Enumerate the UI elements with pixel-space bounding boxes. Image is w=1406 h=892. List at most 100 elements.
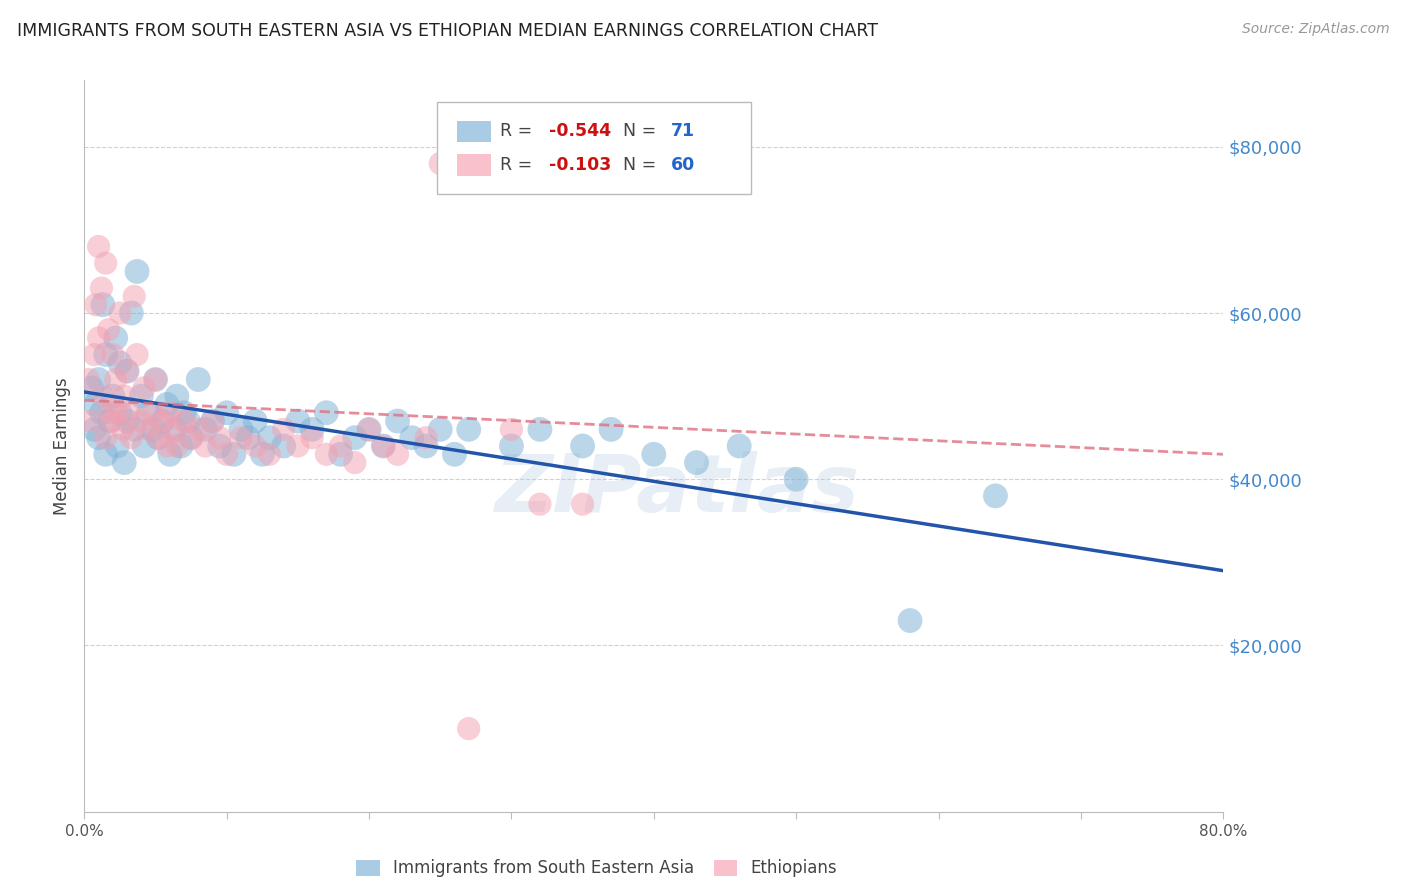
Point	[101, 389, 124, 403]
Point	[329, 439, 352, 453]
Point	[142, 406, 165, 420]
Point	[77, 372, 100, 386]
Point	[94, 431, 117, 445]
Point	[148, 431, 170, 445]
Point	[108, 406, 131, 420]
Point	[359, 422, 381, 436]
Point	[125, 264, 148, 278]
Point	[315, 406, 337, 420]
Point	[101, 347, 124, 362]
Point	[643, 447, 665, 461]
Point	[115, 364, 138, 378]
Point	[122, 422, 145, 436]
Point	[142, 422, 165, 436]
Point	[90, 281, 112, 295]
Point	[173, 406, 195, 420]
Point	[112, 389, 135, 403]
Point	[359, 422, 381, 436]
Point	[87, 331, 110, 345]
Point	[415, 431, 437, 445]
Point	[180, 431, 202, 445]
FancyBboxPatch shape	[457, 154, 491, 176]
Point	[343, 431, 366, 445]
Point	[457, 722, 479, 736]
Point	[97, 323, 120, 337]
Point	[108, 356, 131, 370]
Point	[177, 414, 200, 428]
Point	[785, 472, 807, 486]
Point	[163, 422, 186, 436]
Point	[111, 422, 134, 436]
Point	[387, 447, 409, 461]
Point	[134, 381, 156, 395]
Point	[138, 422, 160, 436]
Point	[373, 439, 395, 453]
Point	[98, 406, 121, 420]
Point	[163, 422, 186, 436]
Point	[125, 347, 148, 362]
Point	[152, 414, 174, 428]
Point	[131, 414, 153, 428]
Point	[104, 331, 127, 345]
Text: 60: 60	[671, 156, 695, 174]
Point	[571, 439, 593, 453]
Point	[84, 397, 107, 411]
Text: -0.103: -0.103	[548, 156, 612, 174]
Point	[373, 439, 395, 453]
Point	[236, 431, 259, 445]
Text: IMMIGRANTS FROM SOUTH EASTERN ASIA VS ETHIOPIAN MEDIAN EARNINGS CORRELATION CHAR: IMMIGRANTS FROM SOUTH EASTERN ASIA VS ET…	[17, 22, 877, 40]
Point	[112, 456, 135, 470]
Point	[222, 447, 245, 461]
FancyBboxPatch shape	[457, 120, 491, 143]
Text: -0.544: -0.544	[548, 122, 612, 140]
Point	[329, 447, 352, 461]
Point	[173, 414, 195, 428]
Point	[245, 414, 267, 428]
Point	[273, 439, 295, 453]
Point	[301, 431, 323, 445]
Point	[208, 431, 231, 445]
Point	[259, 447, 281, 461]
Point	[728, 439, 751, 453]
Point	[156, 439, 179, 453]
Point	[83, 347, 105, 362]
Point	[87, 239, 110, 253]
Point	[685, 456, 707, 470]
Point	[245, 439, 267, 453]
Legend: Immigrants from South Eastern Asia, Ethiopians: Immigrants from South Eastern Asia, Ethi…	[350, 853, 844, 884]
Point	[91, 389, 114, 403]
Point	[387, 414, 409, 428]
Point	[252, 447, 274, 461]
Point	[138, 406, 160, 420]
Point	[152, 414, 174, 428]
Point	[94, 347, 117, 362]
Text: 71: 71	[671, 122, 695, 140]
Point	[118, 406, 141, 420]
Point	[120, 306, 142, 320]
Point	[457, 422, 479, 436]
Point	[215, 406, 238, 420]
Point	[401, 431, 423, 445]
Point	[80, 414, 103, 428]
Point	[429, 156, 451, 170]
Point	[984, 489, 1007, 503]
Text: Source: ZipAtlas.com: Source: ZipAtlas.com	[1241, 22, 1389, 37]
Point	[131, 389, 153, 403]
Point	[115, 414, 138, 428]
Point	[145, 372, 167, 386]
Point	[501, 439, 523, 453]
Text: R =: R =	[501, 122, 537, 140]
Point	[91, 298, 114, 312]
Point	[105, 439, 128, 453]
Point	[90, 406, 112, 420]
Point	[529, 422, 551, 436]
Point	[94, 447, 117, 461]
Point	[600, 422, 623, 436]
Point	[215, 447, 238, 461]
Text: N =: N =	[623, 122, 662, 140]
Point	[166, 439, 188, 453]
Point	[83, 422, 105, 436]
Point	[529, 497, 551, 511]
Point	[315, 447, 337, 461]
Text: N =: N =	[623, 156, 662, 174]
